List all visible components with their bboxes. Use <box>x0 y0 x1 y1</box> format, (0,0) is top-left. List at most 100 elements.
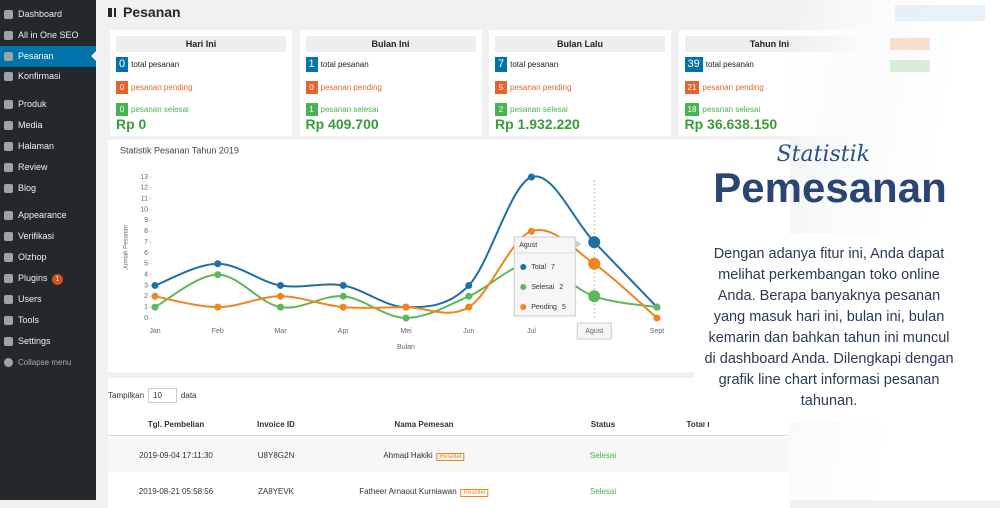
x-tick-label: Mar <box>274 328 287 335</box>
page-size-select[interactable]: 10 <box>148 388 177 403</box>
menu-icon <box>4 211 13 220</box>
chart-title: Statistik Pesanan Tahun 2019 <box>120 145 239 155</box>
data-point <box>277 281 284 289</box>
menu-item[interactable]: Media <box>0 115 96 136</box>
series-line <box>154 175 658 309</box>
menu-label: Users <box>18 294 42 304</box>
menu-icon <box>4 100 13 109</box>
menu-icon <box>4 316 13 325</box>
menu-item[interactable]: Pesanan <box>0 46 96 67</box>
x-axis-label: Bulan <box>397 344 415 351</box>
column-header[interactable]: Total I <box>686 420 710 429</box>
card-row: 0 pesanan selesai <box>116 103 189 116</box>
menu-badge: 1 <box>51 274 64 285</box>
menu-item[interactable]: Konfirmasi <box>0 66 96 87</box>
tooltip-value: 2 <box>559 284 563 291</box>
data-point <box>277 292 284 300</box>
data-point <box>151 303 159 311</box>
menu-icon <box>4 142 13 151</box>
menu-item[interactable]: Appearance <box>0 205 96 226</box>
data-point <box>528 227 535 235</box>
data-point <box>465 292 473 300</box>
y-tick-label: 3 <box>144 282 148 289</box>
tooltip-item: Pending 5 <box>531 304 566 311</box>
title-text: Pesanan <box>123 4 181 20</box>
data-point <box>588 290 601 303</box>
menu-icon <box>4 52 13 61</box>
menu-icon <box>4 10 13 19</box>
menu-item[interactable]: All in One SEO <box>0 25 96 46</box>
card-row: 18 pesanan selesai <box>684 103 760 116</box>
data-point <box>588 236 601 249</box>
data-point <box>465 303 473 311</box>
card-row: 39 total pesanan <box>684 57 754 72</box>
menu-item[interactable]: Dashboard <box>0 4 96 25</box>
menu-item[interactable]: Olzhop <box>0 247 96 268</box>
y-tick-label: 11 <box>141 196 148 203</box>
tooltip <box>513 236 576 317</box>
title-icon <box>108 8 118 17</box>
column-header[interactable]: Invoice ID <box>257 420 295 429</box>
y-tick-label: 8 <box>144 228 148 235</box>
cell-invoice: U8Y8G2N <box>257 451 295 460</box>
count-badge: 39 <box>684 57 703 72</box>
menu-item[interactable]: Blog <box>0 178 96 199</box>
count-badge: 2 <box>495 103 507 116</box>
deco <box>895 5 985 21</box>
count-badge: 21 <box>684 81 700 94</box>
menu-label: Appearance <box>18 210 67 220</box>
card-row: 0 total pesanan <box>116 57 179 72</box>
card-amount: Rp 0 <box>116 116 147 132</box>
tooltip-swatch <box>520 284 527 290</box>
cell-name: Ahmad Hakiki Reseller <box>383 451 465 461</box>
count-badge: 0 <box>305 81 318 94</box>
menu-item[interactable]: Settings <box>0 331 96 352</box>
count-badge: 0 <box>116 103 128 116</box>
tooltip-title: Agust <box>519 242 537 249</box>
promo-text: Dengan adanya fitur ini, Anda dapat meli… <box>694 234 964 422</box>
menu-item[interactable]: Users <box>0 289 96 310</box>
customer-badge: Reseller <box>436 453 465 461</box>
column-header[interactable]: Tgl. Pembelian <box>147 420 205 429</box>
menu-label: All in One SEO <box>18 30 79 40</box>
data-point <box>402 314 410 322</box>
count-badge: 7 <box>495 57 508 72</box>
data-point <box>214 303 222 311</box>
page-size: Tampilkan 10 data <box>108 388 197 403</box>
menu-label: Review <box>18 162 48 172</box>
y-tick-label: 13 <box>140 174 148 181</box>
menu-item[interactable]: Tools <box>0 310 96 331</box>
deco <box>890 60 930 72</box>
tooltip-name: Total <box>531 264 546 271</box>
count-label: total pesanan <box>705 60 754 69</box>
count-badge: 1 <box>305 103 318 116</box>
tooltip-name: Pending <box>531 304 557 311</box>
menu-item[interactable]: Plugins 1 <box>0 268 96 289</box>
x-tick-label: Agust <box>585 328 603 335</box>
menu-label: Produk <box>18 99 47 109</box>
menu-item[interactable]: Verifikasi <box>0 226 96 247</box>
column-header[interactable]: Nama Pemesan <box>394 420 454 429</box>
count-label: pesanan selesai <box>131 105 189 114</box>
menu-label: Verifikasi <box>18 231 55 241</box>
menu-item[interactable]: Produk <box>0 94 96 115</box>
data-point <box>653 303 661 311</box>
y-tick-label: 1 <box>144 304 148 311</box>
x-tick-label: Apr <box>338 328 350 335</box>
card-row: 1 total pesanan <box>305 57 369 72</box>
stat-card: Hari Ini 0 total pesanan 0 pesanan pending 0 p… <box>110 30 292 136</box>
column-header[interactable]: Status <box>590 420 616 429</box>
collapse-menu[interactable]: Collapse menu <box>0 352 96 373</box>
count-label: pesanan selesai <box>320 105 379 114</box>
tooltip-name: Selesai <box>531 284 554 291</box>
menu-label: Tools <box>18 315 40 325</box>
menu-item[interactable]: Review <box>0 157 96 178</box>
menu-label: Settings <box>18 336 51 346</box>
data-point <box>339 281 347 289</box>
customer-name: Ahmad Hakiki <box>383 451 433 460</box>
count-badge: 0 <box>116 81 128 94</box>
menu-item[interactable]: Halaman <box>0 136 96 157</box>
series-line <box>154 228 658 319</box>
promo-title: Pemesanan <box>713 164 947 211</box>
